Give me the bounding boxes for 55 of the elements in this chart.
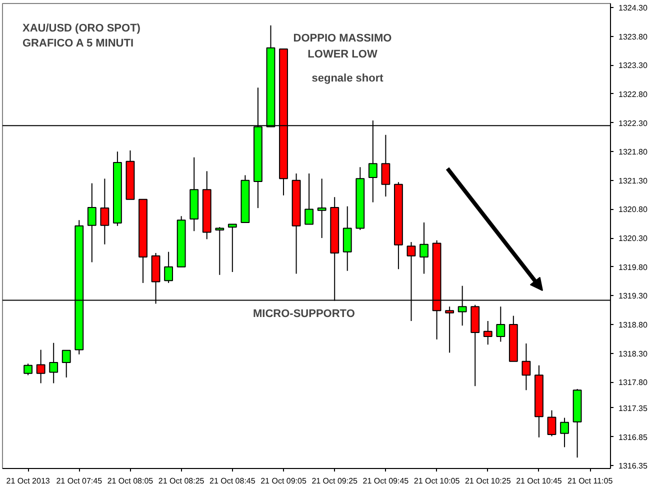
text: XAU/USD (ORO SPOT) xyxy=(22,22,141,34)
candlestick xyxy=(36,349,46,384)
candlestick xyxy=(381,134,390,198)
y-tick-label: 1319.30 xyxy=(618,292,648,301)
y-tick-label: 1321.30 xyxy=(618,176,648,186)
candlestick xyxy=(445,306,454,354)
x-tick-label: 21 Oct 09:45 xyxy=(362,476,410,486)
x-tick-label: 21 Oct 10:05 xyxy=(414,476,460,486)
candlestick xyxy=(496,306,506,342)
candlestick xyxy=(547,410,556,437)
y-tick-label: 1321.80 xyxy=(618,148,648,157)
y-tick-label: 1323.80 xyxy=(618,32,648,42)
candlestick xyxy=(62,350,71,378)
y-tick-label: 1316.35 xyxy=(618,462,648,471)
x-tick-label: 21 Oct 10:45 xyxy=(516,476,562,486)
y-tick-label: 1320.80 xyxy=(618,205,648,214)
candlestick xyxy=(522,342,531,391)
text: GRAFICO A 5 MINUTI xyxy=(22,38,134,50)
y-tick-label: 1322.30 xyxy=(618,118,648,128)
candlestick xyxy=(483,320,492,346)
y-tick-label: 1318.30 xyxy=(618,349,648,358)
y-tick-label: 1324.30 xyxy=(618,4,648,13)
ref-line-label: MICRO-SUPPORTO xyxy=(253,308,356,320)
candlestick xyxy=(49,342,58,384)
candlestick xyxy=(100,178,110,245)
y-tick-label: 1323.30 xyxy=(618,61,648,70)
y-tick-label: 1317.80 xyxy=(618,378,648,388)
x-tick-label: 21 Oct 08:05 xyxy=(107,476,154,486)
candlestick xyxy=(24,363,33,376)
y-tick-label: 1322.80 xyxy=(618,90,648,99)
annotation: LOWER LOW xyxy=(308,48,378,60)
x-tick-label: 21 Oct 07:45 xyxy=(56,476,103,486)
candlestick xyxy=(164,251,174,284)
annotation: DOPPIO MASSIMO xyxy=(293,32,392,44)
candlestick xyxy=(560,417,569,448)
y-tick-label: 1320.30 xyxy=(618,234,648,244)
candlestick xyxy=(317,178,326,239)
y-tick-label: 1316.85 xyxy=(618,432,648,442)
x-tick-label: 21 Oct 08:45 xyxy=(210,476,256,486)
x-tick-label: 21 Oct 11:05 xyxy=(567,476,614,486)
candlestick xyxy=(420,222,428,274)
candlestick xyxy=(228,224,237,273)
x-tick-label: 21 Oct 10:25 xyxy=(464,476,512,486)
candlestick xyxy=(342,206,352,272)
x-tick-label: 21 Oct 09:05 xyxy=(260,476,307,486)
x-tick-label: 21 Oct 08:25 xyxy=(158,476,205,486)
annotation: segnale short xyxy=(312,72,384,84)
x-tick-label: 21 Oct 2013 xyxy=(6,476,50,486)
y-tick-label: 1317.35 xyxy=(618,404,648,413)
y-tick-label: 1319.80 xyxy=(618,262,648,272)
y-tick-label: 1318.80 xyxy=(618,320,648,330)
candlestick xyxy=(304,172,314,225)
candlestick xyxy=(87,182,96,263)
candlestick xyxy=(215,226,224,276)
x-tick-label: 21 Oct 09:25 xyxy=(312,476,358,486)
